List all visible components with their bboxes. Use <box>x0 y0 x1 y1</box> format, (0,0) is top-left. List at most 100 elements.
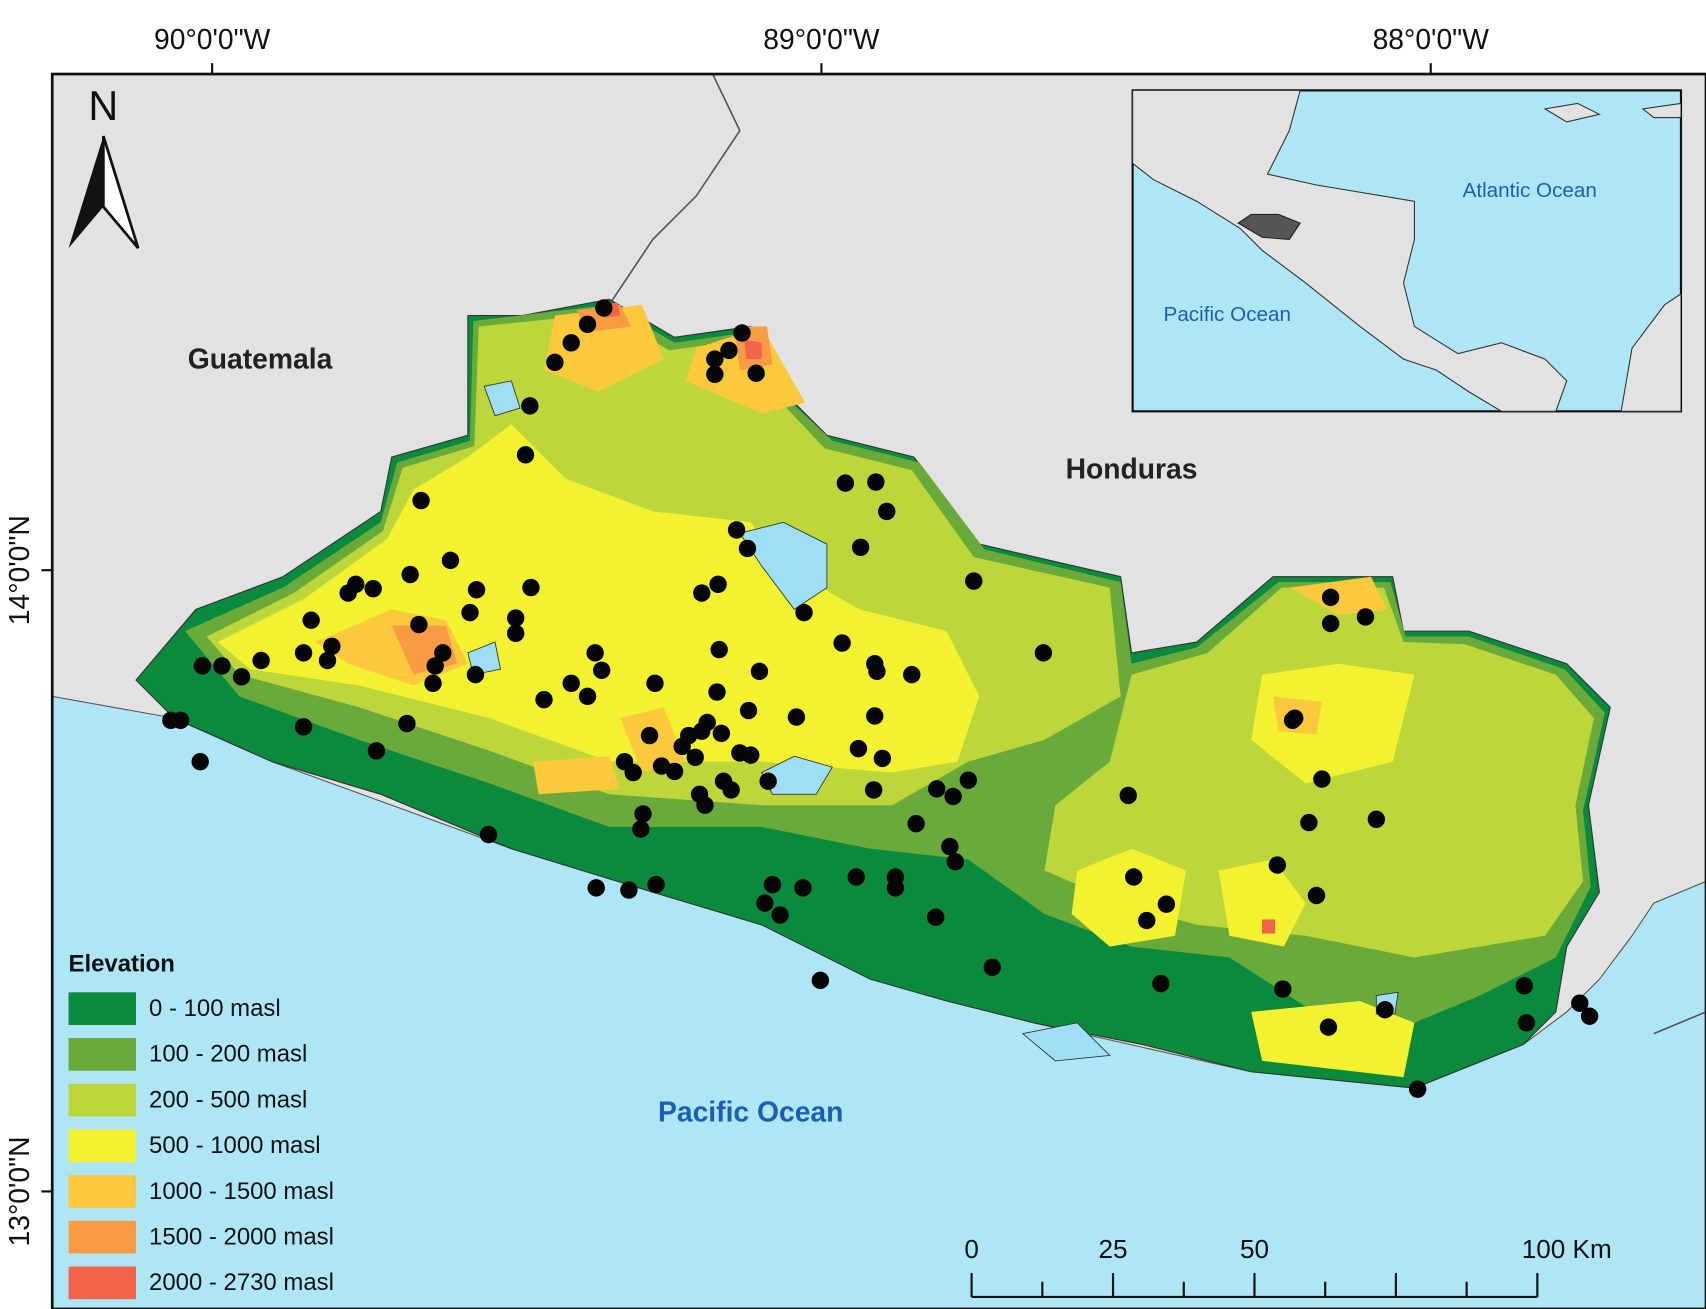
sampling-point <box>1138 911 1156 930</box>
sampling-point <box>562 674 580 693</box>
sampling-point <box>706 350 724 368</box>
latitude-label: 14°0'0"N <box>3 515 35 625</box>
sampling-point <box>959 771 978 789</box>
ocean-label: Pacific Ocean <box>658 1096 843 1128</box>
scale-label: 100 Km <box>1522 1234 1612 1264</box>
sampling-point <box>944 787 962 806</box>
sampling-point <box>759 772 777 790</box>
sampling-point <box>696 796 714 814</box>
longitude-label: 89°0'0"W <box>763 23 880 55</box>
sampling-point <box>294 644 313 662</box>
sampling-point <box>738 539 757 558</box>
sampling-point <box>1034 644 1053 662</box>
latitude-label: 13°0'0"N <box>3 1136 35 1246</box>
sampling-point <box>983 958 1001 977</box>
sampling-point <box>1313 770 1331 788</box>
arrow-right <box>102 135 140 250</box>
sampling-point <box>867 473 885 491</box>
sampling-point <box>318 651 337 670</box>
sampling-point <box>836 474 855 492</box>
sampling-point <box>461 603 479 622</box>
sampling-point <box>750 662 769 681</box>
country-label: Guatemala <box>188 343 333 375</box>
inset-island <box>1543 102 1601 123</box>
sampling-point <box>632 820 650 838</box>
sampling-point <box>864 781 883 799</box>
elevation-zone <box>1218 859 1306 947</box>
sampling-point <box>878 502 896 521</box>
inset-el-salvador <box>1237 213 1301 240</box>
legend-swatch <box>68 1220 137 1254</box>
scale-label: 25 <box>1099 1234 1128 1264</box>
north-label: N <box>88 83 118 129</box>
sampling-point <box>578 687 597 706</box>
sampling-point <box>521 397 539 415</box>
sampling-point <box>712 724 731 743</box>
sampling-point <box>1321 588 1340 607</box>
sampling-point <box>727 521 746 539</box>
sampling-point <box>367 742 386 760</box>
sampling-point <box>516 446 535 464</box>
legend-label: 500 - 1000 masl <box>149 1132 321 1159</box>
lake <box>483 380 521 417</box>
sampling-point <box>1376 1001 1394 1019</box>
inset-label: Atlantic Ocean <box>1463 179 1597 202</box>
sampling-point <box>1517 1014 1536 1032</box>
sampling-point <box>1515 977 1534 995</box>
sampling-point <box>562 334 580 352</box>
lake <box>761 755 833 795</box>
sampling-point <box>479 825 498 844</box>
elevation-zone <box>1251 1001 1415 1078</box>
sampling-point <box>693 584 711 602</box>
sampling-point <box>794 879 812 897</box>
sampling-point <box>866 707 884 725</box>
sampling-point <box>1152 974 1170 993</box>
sampling-point <box>535 690 553 709</box>
elevation-zone <box>533 756 621 795</box>
legend-label: 1500 - 2000 masl <box>149 1224 334 1251</box>
sampling-point <box>720 341 738 360</box>
sampling-point <box>811 971 830 990</box>
sampling-point <box>410 615 428 634</box>
elevation-zone <box>685 326 806 414</box>
sampling-point <box>191 752 209 771</box>
sampling-point <box>886 879 905 897</box>
scale-label: 50 <box>1240 1234 1269 1264</box>
legend: Elevation 0 - 100 masl 100 - 200 masl 200 … <box>68 950 334 1300</box>
sampling-point <box>1283 711 1302 730</box>
sampling-point <box>634 805 652 823</box>
scale-bar: 0 25 50 100 Km <box>964 1234 1612 1299</box>
sampling-point <box>424 674 442 693</box>
sampling-point <box>339 584 357 602</box>
sampling-point <box>162 711 180 730</box>
inset-land <box>1132 90 1568 412</box>
sampling-point <box>733 324 751 342</box>
sampling-point <box>434 644 452 662</box>
sampling-point <box>665 762 684 781</box>
sampling-point <box>787 708 806 726</box>
sampling-point <box>795 603 813 622</box>
sampling-point <box>546 353 564 372</box>
sampling-point <box>412 491 430 510</box>
legend-swatch <box>68 1038 137 1071</box>
sampling-point <box>747 364 765 382</box>
sampling-point <box>739 701 758 720</box>
longitude-label: 88°0'0"W <box>1373 23 1490 55</box>
sampling-point <box>706 365 724 384</box>
sampling-point <box>1274 980 1292 998</box>
sampling-point <box>522 578 540 597</box>
sampling-point <box>323 637 341 656</box>
sampling-point <box>946 853 964 871</box>
inset-label: Pacific Ocean <box>1164 303 1291 326</box>
border <box>1653 1011 1706 1035</box>
sampling-point <box>1319 1018 1338 1036</box>
sampling-point <box>1580 1007 1599 1025</box>
country-label: Honduras <box>1066 453 1198 485</box>
elevation-zone <box>1251 663 1415 784</box>
legend-label: 200 - 500 masl <box>149 1086 307 1113</box>
sampling-point <box>1119 786 1137 805</box>
sampling-point <box>652 757 671 775</box>
sampling-point <box>710 640 728 659</box>
inset-island <box>1641 102 1681 119</box>
